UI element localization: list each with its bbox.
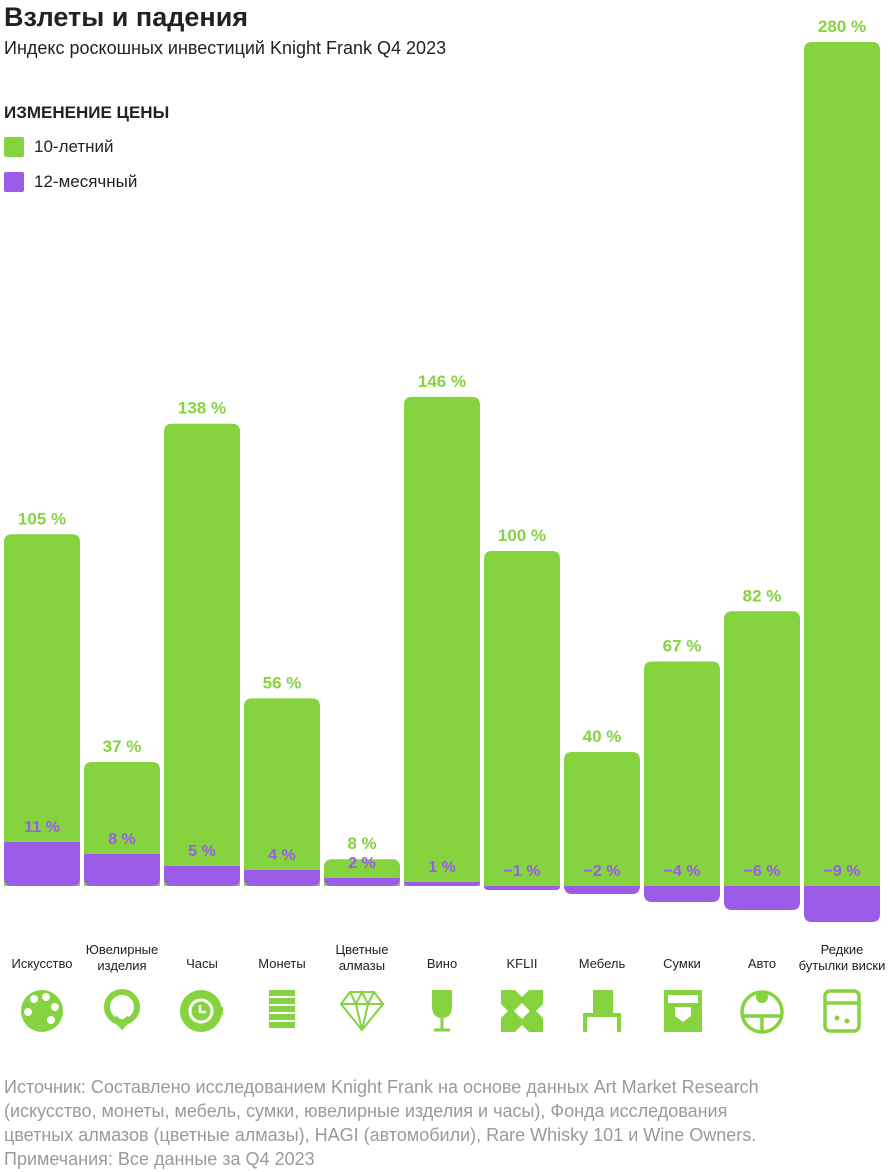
category-label-line: Монеты bbox=[258, 956, 306, 971]
ring-icon bbox=[97, 986, 147, 1036]
legend-item-12m: 12-месячный bbox=[4, 172, 137, 192]
value-label-12m: 4 % bbox=[268, 847, 296, 864]
bar-12m bbox=[4, 842, 80, 886]
category-label-line: Вино bbox=[426, 956, 458, 971]
bar-10y bbox=[804, 42, 880, 886]
value-label-12m: 8 % bbox=[108, 831, 136, 848]
bar-12m bbox=[84, 854, 160, 886]
category-label-line: Сумки bbox=[663, 956, 701, 971]
bar-12m bbox=[564, 886, 640, 894]
category-label: Вино bbox=[392, 956, 492, 972]
value-label-10y: 40 % bbox=[583, 727, 622, 746]
chart-subtitle: Индекс роскошных инвестиций Knight Frank… bbox=[4, 38, 447, 58]
value-label-12m: 11 % bbox=[24, 819, 60, 836]
bar-chart: 105 % 11 % 37 % 8 % 138 % 5 % 56 % 4 % 8 % 2 % 146… bbox=[4, 17, 880, 922]
category-label: Ювелирные изделия bbox=[72, 942, 172, 974]
coins-icon bbox=[257, 986, 307, 1036]
category-label-line: бутылки виски bbox=[798, 958, 886, 973]
value-label-10y: 56 % bbox=[263, 673, 302, 692]
bar-12m bbox=[404, 882, 480, 886]
value-label-12m: 1 % bbox=[428, 859, 456, 876]
category-label-line: Ювелирные bbox=[85, 942, 159, 957]
category-label-line: KFLII bbox=[506, 956, 538, 971]
value-label-12m: −2 % bbox=[584, 863, 621, 880]
bar-12m bbox=[164, 866, 240, 886]
category-label: Монеты bbox=[232, 956, 332, 972]
value-label-10y: 138 % bbox=[178, 399, 226, 418]
category-label-line: Авто bbox=[747, 956, 777, 971]
value-label-10y: 280 % bbox=[818, 17, 866, 36]
bar-10y bbox=[724, 611, 800, 886]
value-label-10y: 105 % bbox=[18, 509, 66, 528]
bar-12m bbox=[644, 886, 720, 902]
footer-line: цветных алмазов (цветные алмазы), HAGI (… bbox=[4, 1125, 757, 1145]
category-label-line: Цветные bbox=[335, 942, 389, 957]
bar-10y bbox=[644, 661, 720, 886]
legend-label: 10-летний bbox=[34, 137, 114, 156]
footer-note: Примечания: Все данные за Q4 2023 bbox=[4, 1149, 315, 1169]
bar-10y bbox=[4, 534, 80, 886]
whisky-cabinet-icon bbox=[817, 986, 867, 1036]
footer-line: Источник: Составлено исследованием Knigh… bbox=[4, 1077, 759, 1097]
category-label: KFLII bbox=[472, 956, 572, 972]
value-label-10y: 100 % bbox=[498, 526, 546, 545]
legend-label: 12-месячный bbox=[34, 172, 138, 191]
category-label-line: изделия bbox=[97, 958, 147, 973]
value-label-12m: −6 % bbox=[744, 863, 781, 880]
category-label: Искусство bbox=[0, 956, 92, 972]
wine-glass-icon bbox=[417, 986, 467, 1036]
category-label-line: Часы bbox=[186, 956, 218, 971]
diamond-icon bbox=[337, 986, 387, 1036]
category-label: Редкие бутылки виски bbox=[792, 942, 892, 974]
category-label-line: Искусство bbox=[11, 956, 73, 971]
footer-line: (искусство, монеты, мебель, сумки, ювели… bbox=[4, 1101, 728, 1121]
legend-heading: ИЗМЕНЕНИЕ ЦЕНЫ bbox=[4, 103, 170, 122]
value-label-10y: 8 % bbox=[347, 834, 376, 853]
value-label-12m: −9 % bbox=[824, 863, 861, 880]
value-label-10y: 67 % bbox=[663, 637, 702, 656]
value-label-10y: 82 % bbox=[743, 586, 782, 605]
chart-title: Взлеты и падения bbox=[4, 2, 249, 32]
bar-12m bbox=[244, 870, 320, 886]
bar-12m bbox=[324, 878, 400, 886]
bar-12m bbox=[724, 886, 800, 910]
category-label: Часы bbox=[152, 956, 252, 972]
car-wheel-icon bbox=[737, 986, 787, 1036]
legend-item-10y: 10-летний bbox=[4, 137, 114, 157]
value-label-12m: 2 % bbox=[348, 855, 376, 872]
value-label-12m: −4 % bbox=[664, 863, 701, 880]
chair-icon bbox=[577, 986, 627, 1036]
bar-10y bbox=[244, 698, 320, 886]
bar-10y bbox=[564, 752, 640, 886]
category-label: Мебель bbox=[552, 956, 652, 972]
value-label-10y: 37 % bbox=[103, 737, 142, 756]
category-label: Авто bbox=[712, 956, 812, 972]
bar-10y bbox=[404, 396, 480, 886]
value-label-12m: −1 % bbox=[504, 863, 541, 880]
category-label-line: Мебель bbox=[578, 956, 626, 971]
category-label-line: алмазы bbox=[338, 958, 386, 973]
bar-12m bbox=[804, 886, 880, 922]
bar-10y bbox=[484, 551, 560, 886]
category-label-line: Редкие bbox=[820, 942, 864, 957]
bar-10y bbox=[164, 423, 240, 886]
kflii-icon bbox=[497, 986, 547, 1036]
value-label-12m: 5 % bbox=[188, 843, 216, 860]
category-label: Сумки bbox=[632, 956, 732, 972]
bar-12m bbox=[484, 886, 560, 890]
legend-swatch-green bbox=[4, 137, 24, 157]
bag-icon bbox=[657, 986, 707, 1036]
watch-icon bbox=[177, 986, 227, 1036]
value-label-10y: 146 % bbox=[418, 372, 466, 391]
legend-swatch-purple bbox=[4, 172, 24, 192]
category-label: Цветные алмазы bbox=[312, 942, 412, 974]
footer-source: Источник: Составлено исследованием Knigh… bbox=[4, 1075, 884, 1171]
palette-icon bbox=[17, 986, 67, 1036]
